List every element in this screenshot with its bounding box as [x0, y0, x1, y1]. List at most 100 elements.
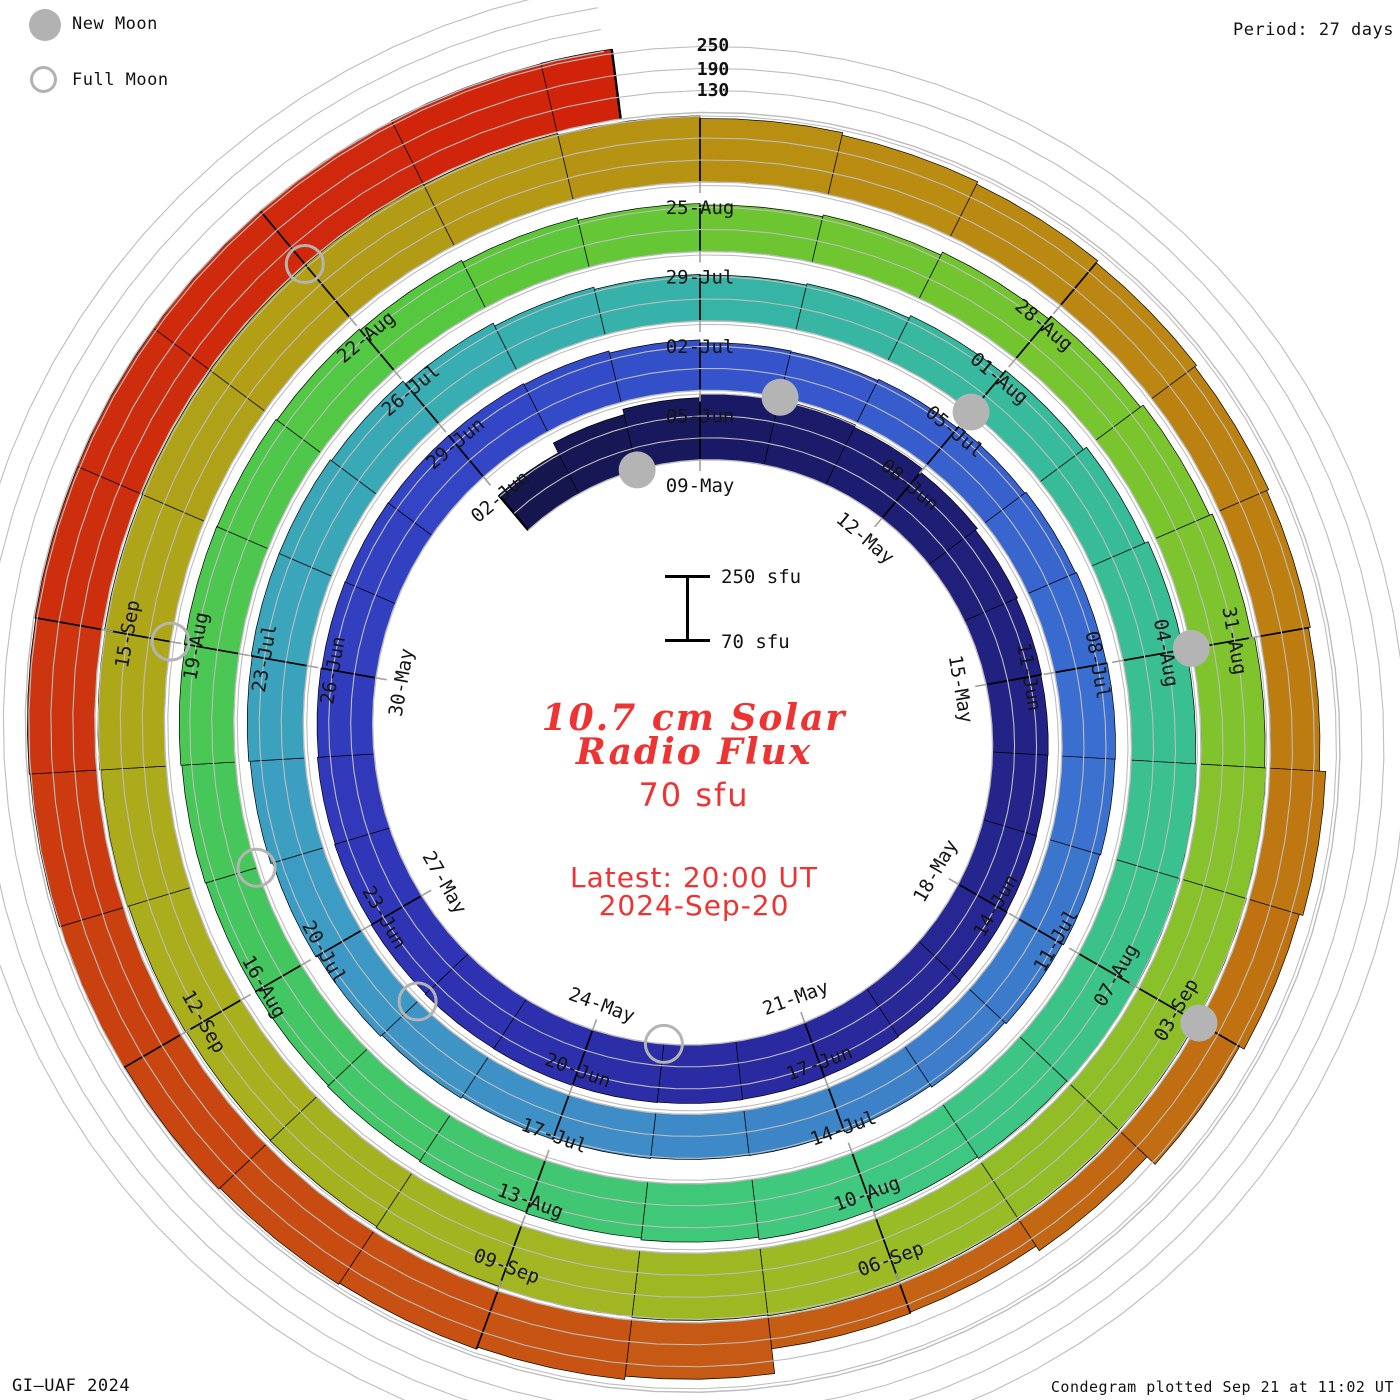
date-tick [1052, 304, 1062, 315]
gridline-spiral [0, 7, 1385, 1400]
date-tick [591, 1019, 598, 1031]
rotation-tick-line [123, 1033, 182, 1069]
date-tick [482, 475, 492, 486]
new-moon-icon [29, 9, 61, 41]
rotation-tick-line [371, 894, 423, 926]
latest-time-label: Latest: 20:00 UT [569, 861, 819, 894]
rotation-tick-line [875, 1218, 900, 1283]
flux-bar [249, 757, 324, 864]
radial-scale-250: 250 [696, 35, 730, 56]
legend-full-moon-label: Full Moon [72, 70, 169, 90]
date-tick [392, 369, 402, 380]
flux-bar [1115, 759, 1198, 879]
date-tick [1008, 357, 1018, 368]
rotation-tick-line [571, 1029, 594, 1086]
rotation-tick-line [104, 629, 171, 643]
date-label: 25-Aug [666, 197, 735, 219]
flux-bar [27, 617, 103, 775]
moon-markers [150, 244, 1218, 1064]
date-tick [179, 1028, 191, 1036]
scale-bar-top-label: 250 sfu [721, 566, 802, 588]
baseline-spiral [24, 50, 1341, 1393]
rotation-tick-line [985, 674, 1042, 686]
latest-date-label: 2024-Sep-20 [598, 889, 790, 922]
new-moon-marker [1172, 629, 1210, 667]
flux-bar [631, 1248, 769, 1321]
date-tick [420, 889, 432, 897]
rotation-tick-line [404, 383, 440, 425]
date-tick [567, 1084, 574, 1097]
date-label: 05-Jun [666, 406, 735, 428]
rotation-tick-line [898, 1283, 912, 1314]
radial-scale-190: 190 [696, 59, 730, 80]
rotation-tick-line [304, 264, 351, 318]
rotation-tick-line [1054, 662, 1108, 674]
rotation-tick-line [957, 883, 1008, 914]
date-tick [948, 877, 960, 886]
rotation-tick-line [185, 999, 242, 1033]
radial-scale-130: 130 [696, 80, 730, 101]
full-moon-marker [397, 981, 438, 1022]
date-tick [437, 422, 447, 433]
rotation-tick-line [827, 1087, 845, 1131]
date-tick [239, 993, 252, 1002]
scale-bar-bottom-label: 70 sfu [721, 631, 790, 653]
gridline-spiral [2, 28, 1363, 1400]
full-moon-icon [30, 66, 57, 93]
rotation-tick-line [851, 1152, 874, 1211]
period-label: Period: 27 days [1232, 20, 1394, 40]
rotation-tick-line [498, 1225, 523, 1287]
date-label: 30-May [385, 647, 419, 718]
date-tick [874, 517, 883, 528]
rotation-tick-line [881, 471, 922, 519]
rotation-tick-line [448, 435, 485, 478]
full-moon-marker [236, 847, 277, 888]
date-tick [800, 1011, 806, 1024]
date-tick [374, 676, 387, 681]
date-label: 24-May [566, 983, 638, 1027]
rotation-tick-line [1017, 918, 1063, 945]
series-end-cap [610, 49, 622, 120]
flux-bar [650, 1110, 750, 1160]
scale-bar-bottom-cap [665, 639, 710, 642]
new-moon-marker [618, 451, 656, 489]
date-tick [1111, 659, 1125, 664]
flux-bar [656, 1040, 744, 1104]
full-moon-marker [150, 621, 191, 662]
date-tick [169, 640, 182, 645]
date-tick [847, 1142, 854, 1155]
date-tick [1068, 947, 1080, 955]
date-tick [544, 1149, 550, 1162]
rotation-tick-line [1259, 626, 1309, 638]
new-moon-marker [952, 393, 990, 431]
rotation-tick-line [1015, 315, 1052, 360]
date-label: 15-May [944, 653, 978, 724]
date-tick [101, 628, 114, 633]
chart-title-line1: 10.7 cm Solar [541, 697, 847, 739]
date-tick [975, 683, 988, 688]
chart-base-unit: 70 sfu [638, 776, 750, 814]
rotation-tick-line [184, 643, 240, 655]
date-tick [306, 664, 319, 669]
credit-label: GI–UAF 2024 [12, 1376, 131, 1396]
date-tick [520, 1215, 526, 1227]
plotted-timestamp: Condegram plotted Sep 21 at 11:02 UT [1050, 1378, 1394, 1396]
full-moon-marker [643, 1023, 684, 1064]
rotation-tick-line [34, 616, 103, 631]
flux-bar [624, 1317, 776, 1380]
date-tick [1248, 635, 1261, 639]
date-tick [1008, 912, 1020, 921]
new-moon-marker [761, 378, 799, 416]
scale-bar-top-cap [665, 575, 710, 578]
date-tick [300, 958, 312, 967]
date-tick [237, 652, 251, 657]
date-label: 29-Jul [666, 267, 735, 289]
date-tick [360, 924, 372, 932]
rotation-tick-line [321, 667, 377, 679]
flux-bar [699, 118, 844, 195]
date-tick [918, 463, 928, 475]
flux-bar [640, 1179, 760, 1243]
